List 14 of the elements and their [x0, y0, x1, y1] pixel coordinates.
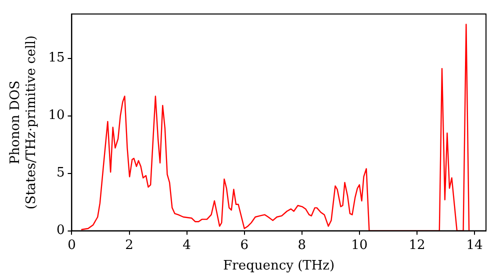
x-axis-title: Frequency (THz) — [223, 258, 335, 274]
x-tick-label: 4 — [182, 238, 191, 253]
y-tick-label: 15 — [48, 50, 65, 66]
x-tick-label: 12 — [408, 238, 426, 253]
x-tick-label: 0 — [68, 238, 76, 253]
x-tick-label: 6 — [240, 238, 248, 253]
y-axis-title: Phonon DOS (States/THz·primitive cell) — [8, 35, 39, 210]
x-tick-label: 2 — [125, 238, 134, 253]
x-tick-label: 10 — [351, 238, 368, 253]
x-tick-label: 8 — [298, 238, 306, 253]
y-tick-label: 0 — [56, 223, 65, 238]
x-tick-label: 14 — [466, 238, 483, 253]
y-tick-label: 5 — [56, 166, 65, 181]
y-tick-label: 10 — [48, 108, 65, 124]
